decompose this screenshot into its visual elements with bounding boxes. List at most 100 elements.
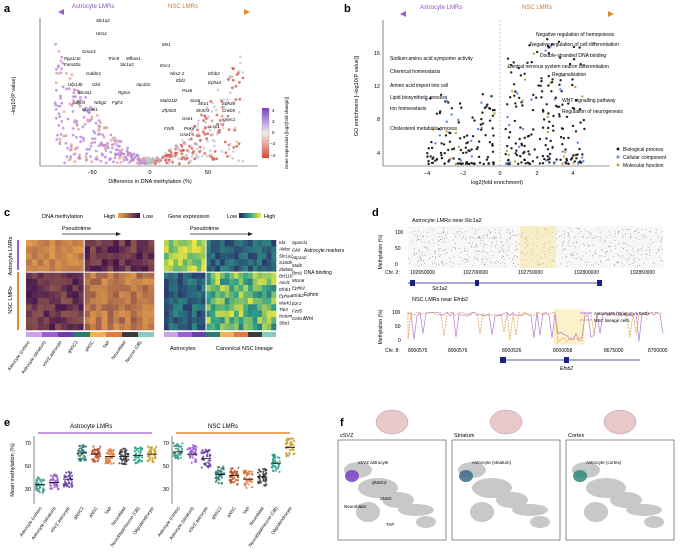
d-bottom-chr: Chr. 8: <box>385 348 400 354</box>
go-point <box>562 74 565 77</box>
umap-cluster <box>530 516 550 528</box>
volcano-point <box>221 114 224 118</box>
methylation-tick <box>573 255 574 256</box>
volcano-point <box>59 94 62 98</box>
methylation-tick <box>660 240 662 242</box>
heat-cell <box>182 252 188 260</box>
heat-cell <box>234 240 239 247</box>
heat-cell <box>148 310 155 318</box>
heat-cell <box>43 265 50 273</box>
heat-cell <box>206 265 211 273</box>
methylation-tick <box>646 249 647 251</box>
go-point <box>513 119 517 123</box>
heat-cell <box>119 310 126 318</box>
methylation-tick <box>459 231 460 232</box>
methylation-tick <box>481 251 483 252</box>
methylation-tick <box>507 228 508 230</box>
umap-cluster <box>416 516 436 528</box>
go-point <box>575 157 578 160</box>
heat-cell <box>148 317 155 324</box>
heat-cell <box>192 310 197 318</box>
b-header-left: Astrocyte LMRs <box>420 5 462 11</box>
volcano-point <box>73 119 77 123</box>
heat-cell <box>130 323 137 331</box>
heat-cell <box>84 252 91 260</box>
methylation-tick <box>417 236 418 237</box>
methylation-tick <box>614 264 615 266</box>
heat-cell <box>60 240 67 247</box>
gene-label: Igsec1 <box>222 117 236 122</box>
heat-cell <box>60 323 67 331</box>
methylation-tick <box>536 239 538 241</box>
methylation-tick <box>639 238 641 240</box>
strip-cell <box>234 332 248 337</box>
heat-cell <box>66 259 73 266</box>
heat-cell <box>72 297 79 305</box>
go-point <box>458 157 461 161</box>
swarm-point <box>78 444 81 448</box>
methylation-tick <box>532 252 534 254</box>
go-point <box>507 136 511 139</box>
volcano-point <box>86 118 90 121</box>
heat-cell <box>55 259 62 266</box>
heat-cell <box>119 323 126 331</box>
b-xtick-5: 4 <box>571 171 574 177</box>
heat-cell <box>257 265 263 273</box>
go-point <box>505 149 509 153</box>
heat-cell <box>124 278 131 286</box>
go-point <box>550 43 554 46</box>
heat-cell <box>243 252 249 260</box>
methylation-tick <box>420 256 421 258</box>
swarm-point <box>99 455 102 458</box>
swarm-point <box>200 466 203 469</box>
a-xtick-2: 0 <box>148 170 151 176</box>
heat-cell <box>262 285 267 292</box>
swarm-point <box>149 450 152 453</box>
heat-cell <box>196 278 202 286</box>
go-point <box>486 103 489 106</box>
methylation-tick <box>423 235 424 237</box>
methylation-tick <box>614 233 616 235</box>
b-ylabel: GO enrichment [−log10(P value)] <box>354 55 360 136</box>
swarm-point <box>181 442 184 445</box>
heat-cell <box>173 278 179 286</box>
go-term-label: Lipid biosynthetic process <box>390 95 448 101</box>
heat-cell <box>37 323 44 331</box>
umap-cluster <box>470 502 494 522</box>
swarm-point <box>179 445 182 448</box>
volcano-point <box>66 117 70 121</box>
volcano-point <box>154 162 157 166</box>
panel-d: d Astrocyte LMRs near Slc1a2 Methylation… <box>372 207 668 372</box>
methylation-tick <box>581 259 583 261</box>
heat-cell <box>182 285 188 292</box>
methylation-tick <box>522 251 524 253</box>
heat-cell <box>215 297 221 305</box>
heat-cell <box>187 317 193 324</box>
go-point <box>463 135 466 139</box>
go-point <box>538 162 542 165</box>
methylation-tick <box>471 228 473 230</box>
go-point <box>445 130 448 133</box>
heat-cell <box>113 278 120 286</box>
d-bottom-tick-1: 8000575 <box>408 348 428 354</box>
swarm-point <box>190 461 193 464</box>
swarm-point <box>63 480 67 483</box>
go-point <box>432 156 435 159</box>
heat-cell <box>224 291 230 299</box>
heat-cell <box>43 240 50 247</box>
heat-cell <box>107 246 114 254</box>
go-point <box>473 162 476 165</box>
heat-cell <box>124 317 131 324</box>
volcano-point <box>54 68 58 71</box>
swarm-point <box>272 470 275 473</box>
methylation-tick <box>438 248 440 250</box>
heat-cell <box>136 240 143 247</box>
heat-cell <box>164 272 169 279</box>
volcano-point <box>202 119 206 122</box>
go-point <box>574 130 578 133</box>
heat-cell <box>210 265 216 273</box>
swarm-point <box>237 466 240 469</box>
methylation-tick <box>542 250 544 252</box>
methylation-tick <box>414 235 416 236</box>
heat-cell <box>164 291 169 299</box>
